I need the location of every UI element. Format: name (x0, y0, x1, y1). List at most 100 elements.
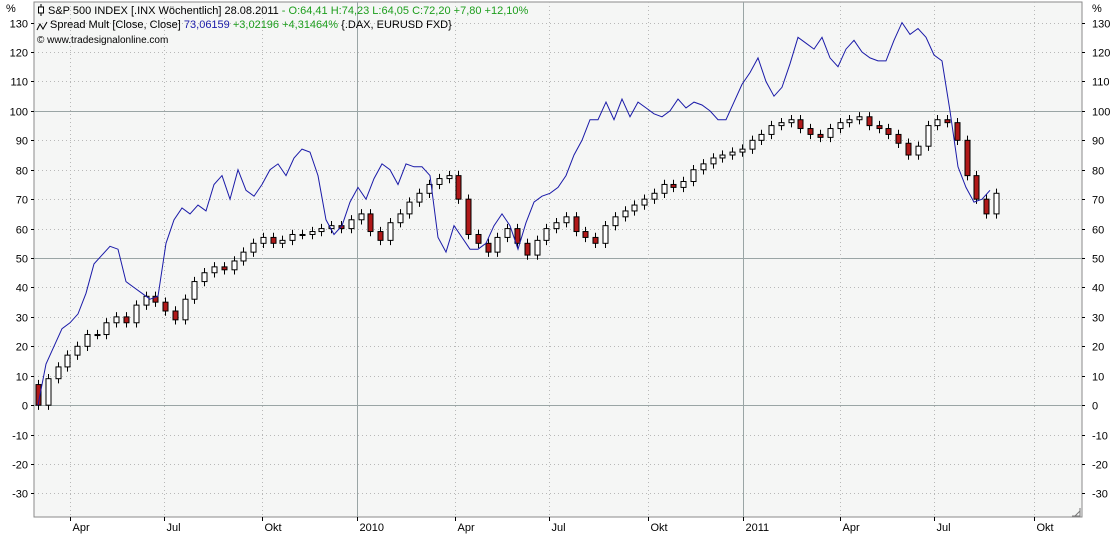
candle-body (680, 181, 687, 188)
candle-body (367, 213, 374, 233)
candle-body (622, 210, 629, 218)
candle-body (416, 192, 423, 203)
y-tick-label-left: 60 (16, 225, 28, 237)
candle-body (788, 119, 795, 124)
copyright-text: © www.tradesignalonline.com (37, 35, 168, 46)
candle-body (123, 316, 130, 324)
candle-body (211, 266, 218, 274)
candlestick-icon (38, 4, 44, 16)
candle-body (885, 128, 892, 135)
candle-body (182, 298, 189, 321)
spread-mult-line (37, 21, 991, 406)
y-tick-label-left: 20 (16, 342, 28, 354)
candle-body (758, 133, 765, 141)
candle-body (973, 175, 980, 200)
candle-body (358, 213, 365, 221)
legend-series1-name: S&P 500 INDEX [.INX Wöchentlich] (48, 5, 221, 17)
x-tick-label: Apr (73, 522, 90, 534)
resize-grip-icon[interactable] (1072, 508, 1081, 517)
candle-body (318, 228, 325, 233)
candle-body (983, 198, 990, 215)
candle-body (837, 122, 844, 130)
candle-body (103, 322, 110, 336)
x-tick-label: Jul (167, 522, 181, 534)
candle-body (661, 183, 668, 194)
candle-body (250, 242, 257, 253)
candle-body (602, 225, 609, 244)
candle-body (612, 216, 619, 227)
candle-body (279, 239, 286, 244)
candle-body (876, 125, 883, 130)
candle-body (670, 183, 677, 188)
y-axis-right-unit: % (1092, 3, 1102, 15)
candle-body (387, 222, 394, 241)
candle-body (954, 122, 961, 141)
y-axis-left-unit: % (6, 3, 16, 15)
y-tick-label-right: 0 (1092, 401, 1098, 413)
x-axis: Apr Jul Okt 2010 Apr Jul Okt 2011 Apr Jul Okt (70, 517, 1054, 534)
candle-body (651, 192, 658, 200)
y-tick-label-left: -10 (12, 431, 28, 443)
candle-body (494, 236, 501, 253)
y-tick-label-right: 50 (1092, 254, 1104, 266)
x-tick-label: Okt (1037, 522, 1054, 534)
candle-body (201, 272, 208, 283)
legend-series2-name: Spread Mult [Close, Close] (50, 19, 181, 31)
candle-body (543, 228, 550, 241)
x-tick-label: Jul (937, 522, 951, 534)
candle-body (905, 142, 912, 156)
line-series-icon (36, 21, 48, 31)
y-tick-label-left: 0 (22, 401, 28, 413)
candle-body (524, 242, 531, 256)
y-tick-label-right: 40 (1092, 283, 1104, 295)
candle-body (328, 225, 335, 230)
candle-body (582, 231, 589, 238)
candle-body (133, 304, 140, 324)
legend-line2: Spread Mult [Close, Close] 73,06159 +3,0… (50, 19, 452, 31)
candle-body (817, 133, 824, 138)
y-tick-label-right: 10 (1092, 372, 1104, 384)
legend: S&P 500 INDEX [.INX Wöchentlich] 28.08.2… (36, 4, 529, 46)
candle-body (270, 236, 277, 244)
y-tick-label-right: 20 (1092, 342, 1104, 354)
candle-body (573, 216, 580, 233)
candle-body (964, 139, 971, 177)
candle-body (856, 116, 863, 121)
candle-body (446, 175, 453, 180)
candle-body (690, 169, 697, 183)
candle-body (485, 242, 492, 253)
candle-body (113, 316, 120, 324)
candle-body (162, 301, 169, 312)
candle-body (553, 222, 560, 230)
candle-body (641, 198, 648, 206)
candle-body (260, 236, 267, 244)
legend-series2-change: +3,02196 +4,31464% (233, 19, 338, 31)
y-tick-label-left: 40 (16, 283, 28, 295)
y-tick-label-left: 70 (16, 195, 28, 207)
candle-body (934, 119, 941, 127)
candle-body (866, 116, 873, 127)
y-tick-label-right: -10 (1092, 431, 1108, 443)
candle-body (807, 128, 814, 135)
legend-series1-date: 28.08.2011 (225, 5, 279, 17)
candle-body (465, 198, 472, 235)
candle-body (289, 233, 296, 241)
candle-body (94, 334, 101, 337)
legend-series1-change: +7,80 +12,10% (454, 5, 529, 17)
candle-body (739, 148, 746, 153)
candle-body (348, 219, 355, 230)
candle-body (436, 178, 443, 185)
candle-body (309, 231, 316, 235)
candle-body (895, 133, 902, 144)
candle-body (299, 233, 306, 236)
candle-body (710, 157, 717, 165)
candle-body (925, 125, 932, 147)
candle-body (475, 233, 482, 244)
candle-body (719, 154, 726, 159)
y-tick-label-right: 60 (1092, 225, 1104, 237)
legend-series2-value: 73,06159 (184, 19, 230, 31)
candle-body (514, 228, 521, 244)
